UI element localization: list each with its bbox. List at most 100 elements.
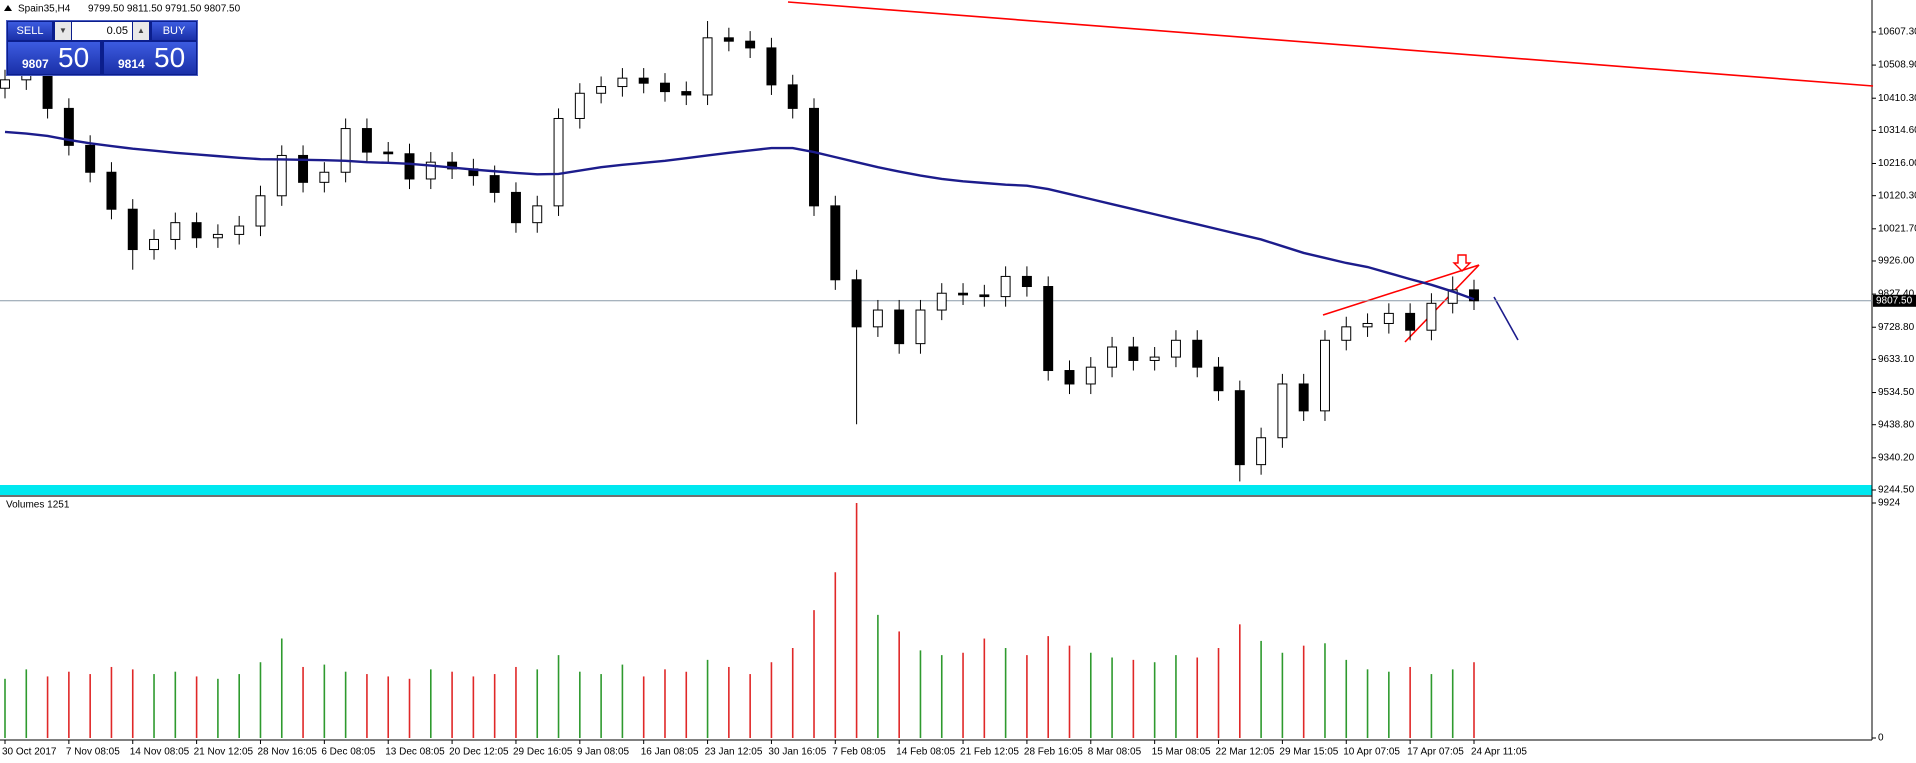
x-tick-label: 17 Apr 07:05 xyxy=(1407,747,1464,758)
buy-button[interactable]: BUY xyxy=(152,22,196,40)
candle-body xyxy=(553,117,564,207)
x-tick-label: 7 Feb 08:05 xyxy=(832,747,886,758)
candle-body xyxy=(510,191,521,224)
candle-body xyxy=(298,154,309,183)
y-tick-label: 9340.20 xyxy=(1878,452,1915,463)
channel-line xyxy=(1322,264,1480,316)
y-tick-label: 10021.70 xyxy=(1878,223,1916,234)
candle-body xyxy=(340,128,351,173)
lot-input[interactable]: 0.05 xyxy=(72,22,132,40)
candle-body xyxy=(361,128,372,153)
drawings xyxy=(1322,254,1519,343)
candle-body xyxy=(1107,346,1118,368)
x-tick-label: 29 Mar 15:05 xyxy=(1279,747,1338,758)
x-tick-label: 13 Dec 08:05 xyxy=(385,747,445,758)
candle-body xyxy=(63,107,74,146)
x-tick-label: 29 Dec 16:05 xyxy=(513,747,573,758)
x-tick-label: 14 Feb 08:05 xyxy=(896,747,955,758)
candle-body xyxy=(1234,390,1245,466)
collapse-icon xyxy=(4,5,12,11)
channel-line xyxy=(1404,264,1480,343)
candle-body xyxy=(915,309,926,345)
candle-body xyxy=(404,153,415,180)
candle-body xyxy=(596,86,607,94)
x-tick-label: 7 Nov 08:05 xyxy=(66,747,120,758)
candle-body xyxy=(1043,286,1054,372)
candle-body xyxy=(745,40,756,49)
lot-up[interactable]: ▲ xyxy=(133,22,149,40)
y-tick-label: 9534.50 xyxy=(1878,387,1915,398)
down-arrow xyxy=(1452,254,1472,272)
y-tick-label: 10508.90 xyxy=(1878,60,1916,71)
candle-body xyxy=(1341,326,1352,341)
x-tick-label: 16 Jan 08:05 xyxy=(641,747,699,758)
sell-button[interactable]: SELL xyxy=(8,22,52,40)
candle-body xyxy=(1256,437,1267,466)
candle-body xyxy=(936,292,947,311)
candle-body xyxy=(979,294,990,298)
candle-body xyxy=(127,208,138,251)
candle-body xyxy=(1149,356,1160,361)
candle-body xyxy=(1383,312,1394,324)
candle-body xyxy=(234,225,245,235)
candle-body xyxy=(319,171,330,183)
candle-body xyxy=(1170,339,1181,358)
candle-body xyxy=(723,37,734,42)
candle-body xyxy=(787,84,798,109)
buy-price[interactable]: 9814 50 xyxy=(104,42,196,74)
candle-body xyxy=(1064,370,1075,385)
candle-body xyxy=(170,222,181,240)
candle-body xyxy=(1469,289,1479,302)
volume-title: Volumes 1251 xyxy=(6,500,70,511)
bid-main: 9807 xyxy=(22,57,49,71)
y-tick-label: 9926.00 xyxy=(1878,256,1915,267)
symbol-title: Spain35,H4 xyxy=(18,4,71,15)
x-tick-label: 20 Dec 12:05 xyxy=(449,747,509,758)
candle-body xyxy=(85,144,96,173)
candle-body xyxy=(660,82,670,93)
candle-body xyxy=(1192,339,1203,368)
y-tick-label: 9633.10 xyxy=(1878,354,1915,365)
x-tick-label: 14 Nov 08:05 xyxy=(130,747,190,758)
trend-line xyxy=(787,1,1874,87)
y-tick-label: 9244.50 xyxy=(1878,485,1915,496)
x-tick-label: 24 Apr 11:05 xyxy=(1471,747,1527,758)
candle-body xyxy=(1298,383,1309,412)
candle-body xyxy=(851,279,862,328)
candle-body xyxy=(0,79,10,89)
candle-body xyxy=(830,205,841,281)
x-tick-label: 8 Mar 08:05 xyxy=(1088,747,1142,758)
candle-body xyxy=(383,151,394,155)
lot-down[interactable]: ▼ xyxy=(55,22,71,40)
candle-body xyxy=(958,292,969,296)
x-tick-label: 30 Oct 2017 xyxy=(2,747,57,758)
y-tick-label: 9827.40 xyxy=(1878,289,1915,300)
candle-body xyxy=(1000,275,1011,298)
candle-body xyxy=(638,77,649,84)
x-tick-label: 21 Feb 12:05 xyxy=(960,747,1019,758)
y-tick-label: 9728.80 xyxy=(1878,322,1915,333)
x-tick-label: 9 Jan 08:05 xyxy=(577,747,630,758)
ask-main: 9814 xyxy=(118,57,145,71)
candle-body xyxy=(447,161,458,170)
candle-body xyxy=(1362,322,1373,328)
x-tick-label: 22 Mar 12:05 xyxy=(1216,747,1275,758)
candle-body xyxy=(1320,339,1330,412)
x-tick-label: 10 Apr 07:05 xyxy=(1343,747,1400,758)
candle-body xyxy=(1405,312,1416,331)
sell-price[interactable]: 9807 50 xyxy=(8,42,100,74)
candle-body xyxy=(894,309,905,345)
candle-body xyxy=(1426,302,1437,331)
candle-body xyxy=(1447,289,1458,304)
candle-body xyxy=(489,175,500,193)
y-tick-label: 10607.30 xyxy=(1878,27,1916,38)
y-tick-label: 0 xyxy=(1878,733,1884,744)
candle-body xyxy=(809,107,819,207)
candle-body xyxy=(702,37,713,96)
x-tick-label: 21 Nov 12:05 xyxy=(194,747,254,758)
candle-body xyxy=(681,91,692,96)
candle-body xyxy=(42,74,53,109)
